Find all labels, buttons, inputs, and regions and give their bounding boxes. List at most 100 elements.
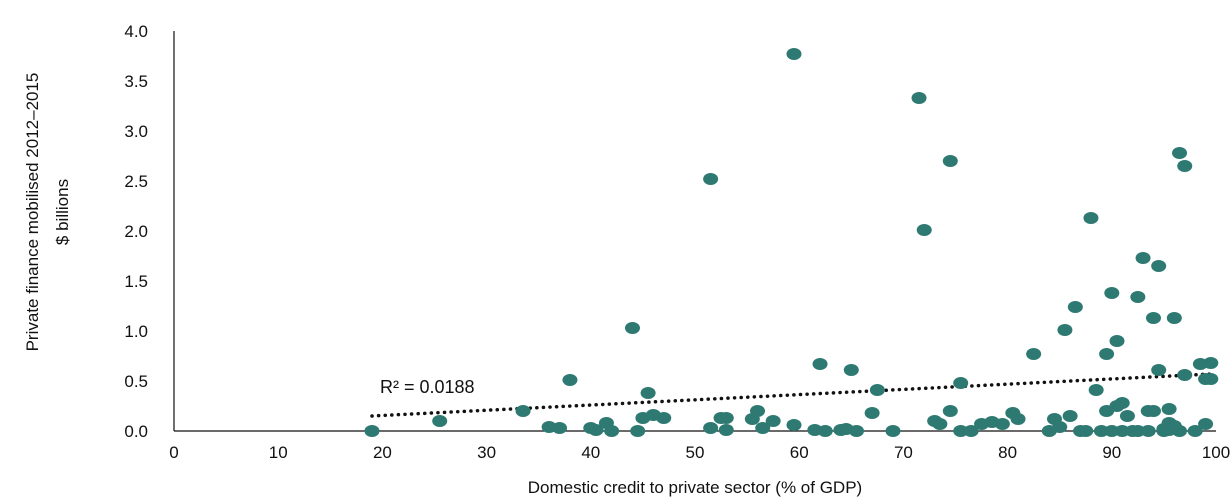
x-tick-label: 60	[790, 443, 809, 462]
x-tick-label: 90	[1102, 443, 1121, 462]
data-point	[1052, 421, 1068, 433]
data-points	[364, 48, 1219, 437]
data-point	[1203, 357, 1219, 369]
data-point	[1145, 405, 1161, 417]
y-tick-label: 2.0	[124, 222, 148, 241]
data-point	[843, 364, 859, 376]
data-point	[1067, 301, 1083, 313]
data-point	[1057, 324, 1073, 336]
data-point	[1010, 413, 1026, 425]
data-point	[786, 48, 802, 60]
data-point	[1172, 425, 1188, 437]
x-tick-label: 50	[686, 443, 705, 462]
data-point	[703, 173, 719, 185]
y-tick-label: 0.5	[124, 372, 148, 391]
data-point	[1114, 397, 1130, 409]
data-point	[953, 425, 969, 437]
x-tick-label: 10	[269, 443, 288, 462]
data-point	[755, 422, 771, 434]
data-point	[630, 425, 646, 437]
data-point	[812, 358, 828, 370]
y-axis-title-line-1: Private finance mobilised 2012–2015	[23, 73, 42, 352]
data-point	[588, 424, 604, 436]
y-tick-label: 4.0	[124, 22, 148, 41]
data-point	[515, 405, 531, 417]
data-point	[432, 415, 448, 427]
data-point	[718, 412, 734, 424]
x-tick-label: 40	[581, 443, 600, 462]
trendline	[370, 372, 1213, 418]
data-point	[1109, 335, 1125, 347]
data-point	[1172, 147, 1188, 159]
data-point	[864, 407, 880, 419]
data-point	[1114, 425, 1130, 437]
x-tick-label: 100	[1202, 443, 1230, 462]
data-point	[953, 377, 969, 389]
data-point	[932, 418, 948, 430]
data-point	[1026, 348, 1042, 360]
data-point	[1104, 287, 1120, 299]
data-point	[786, 419, 802, 431]
y-tick-label: 1.5	[124, 272, 148, 291]
data-point	[1093, 425, 1109, 437]
data-point	[364, 425, 380, 437]
data-point	[1177, 160, 1193, 172]
data-point	[718, 424, 734, 436]
y-tick-label: 2.5	[124, 172, 148, 191]
y-tick-label: 3.5	[124, 72, 148, 91]
data-point	[1151, 260, 1167, 272]
data-point	[916, 224, 932, 236]
y-tick-label: 3.0	[124, 122, 148, 141]
data-point	[994, 418, 1010, 430]
data-point	[1177, 369, 1193, 381]
y-tick-label: 1.0	[124, 322, 148, 341]
data-point	[1151, 364, 1167, 376]
x-tick-label: 30	[477, 443, 496, 462]
y-tick-labels: 0.0 0.5 1.0 1.5 2.0 2.5 3.0 3.5 4.0	[124, 22, 148, 441]
data-point	[765, 415, 781, 427]
data-point	[1161, 403, 1177, 415]
data-point	[1203, 373, 1219, 385]
data-point	[750, 405, 766, 417]
data-point	[1198, 418, 1214, 430]
x-tick-label: 70	[894, 443, 913, 462]
x-tick-label: 80	[998, 443, 1017, 462]
data-point	[849, 425, 865, 437]
data-point	[817, 425, 833, 437]
data-point	[1088, 384, 1104, 396]
x-tick-label: 0	[169, 443, 178, 462]
data-point	[1099, 348, 1115, 360]
data-point	[562, 374, 578, 386]
data-point	[1119, 410, 1135, 422]
y-axis-title: Private finance mobilised 2012–2015 $ bi…	[23, 73, 72, 352]
data-point	[703, 422, 719, 434]
data-point	[1140, 425, 1156, 437]
data-point	[885, 425, 901, 437]
data-point	[1083, 212, 1099, 224]
y-tick-label: 0.0	[124, 422, 148, 441]
data-point	[1187, 425, 1203, 437]
data-point	[963, 425, 979, 437]
data-point	[656, 412, 672, 424]
data-point	[552, 422, 568, 434]
data-point	[869, 384, 885, 396]
data-point	[1062, 410, 1078, 422]
data-point	[911, 92, 927, 104]
y-axis-title-line-2: $ billions	[53, 179, 72, 245]
data-point	[640, 387, 656, 399]
data-point	[1130, 291, 1146, 303]
data-point	[1145, 312, 1161, 324]
data-point	[1166, 312, 1182, 324]
data-point	[1078, 425, 1094, 437]
data-point	[1104, 425, 1120, 437]
data-point	[942, 405, 958, 417]
data-point	[942, 155, 958, 167]
r-squared-label: R² = 0.0188	[380, 377, 475, 397]
data-point	[604, 425, 620, 437]
x-tick-label: 20	[373, 443, 392, 462]
x-tick-labels: 0 10 20 30 40 50 60 70 80 90 100	[169, 443, 1230, 462]
x-axis-title: Domestic credit to private sector (% of …	[528, 478, 862, 497]
data-point	[624, 322, 640, 334]
data-point	[1135, 252, 1151, 264]
